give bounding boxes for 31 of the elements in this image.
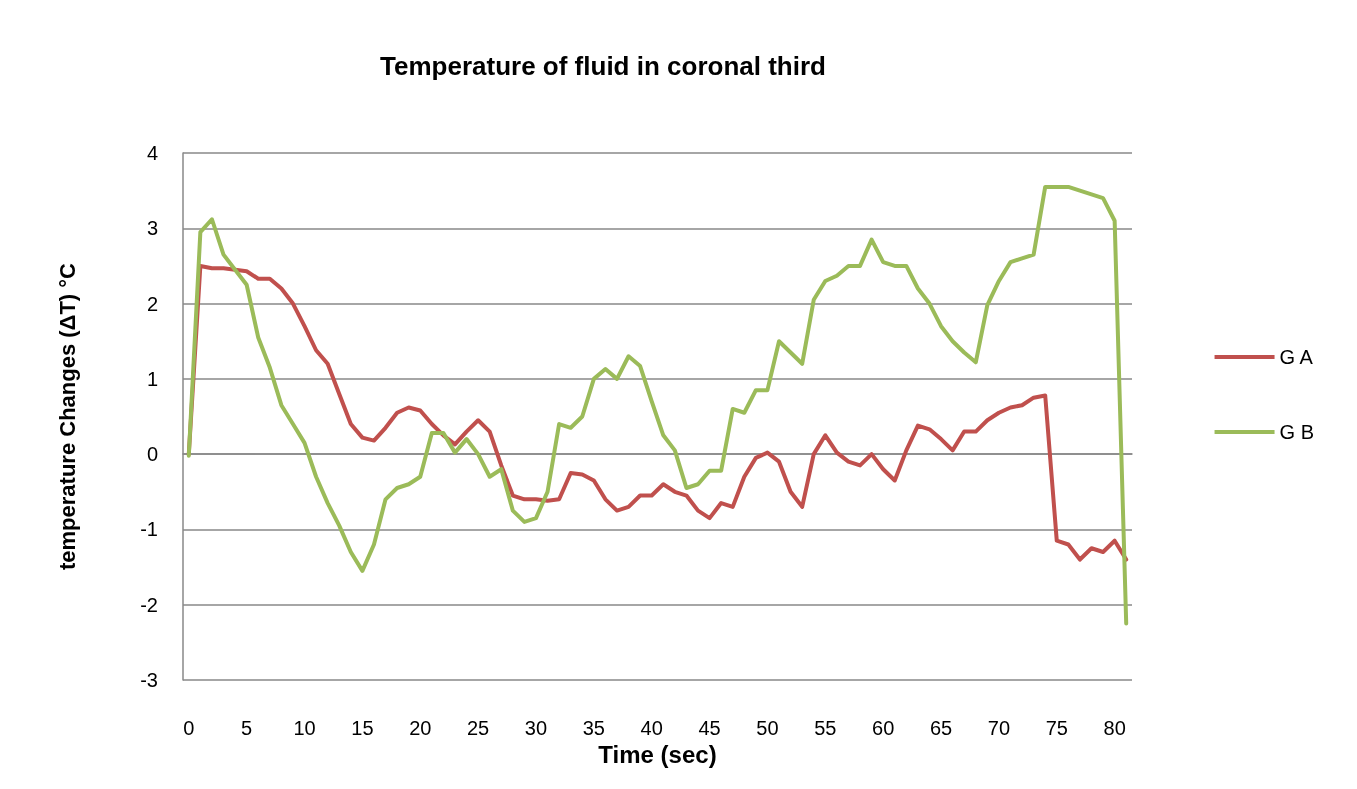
x-tick-label: 50 bbox=[756, 717, 779, 739]
legend-label: G A bbox=[1279, 346, 1314, 368]
x-tick-label: 70 bbox=[987, 717, 1011, 739]
x-tick-label: 75 bbox=[1045, 717, 1068, 739]
y-tick-label: 3 bbox=[146, 217, 158, 240]
y-tick-label: -2 bbox=[140, 593, 158, 616]
y-tick-label: 1 bbox=[146, 367, 158, 390]
y-axis-title: temperature Changes (ΔT) °C bbox=[54, 262, 80, 570]
x-tick-label: 0 bbox=[183, 717, 195, 739]
y-tick-label: -1 bbox=[140, 518, 158, 541]
y-tick-label: -3 bbox=[140, 669, 158, 691]
x-axis-title: Time (sec) bbox=[598, 741, 717, 769]
x-tick-label: 25 bbox=[466, 717, 490, 739]
x-tick-label: 35 bbox=[582, 717, 605, 739]
x-tick-label: 65 bbox=[929, 717, 953, 739]
x-tick-label: 40 bbox=[640, 717, 663, 739]
x-tick-label: 80 bbox=[1103, 717, 1126, 739]
x-tick-label: 55 bbox=[814, 717, 837, 739]
y-tick-label: 4 bbox=[146, 142, 158, 164]
x-tick-label: 30 bbox=[524, 717, 548, 739]
chart-title: Temperature of fluid in coronal third bbox=[380, 51, 826, 81]
x-tick-label: 20 bbox=[409, 717, 432, 739]
legend-label: G B bbox=[1279, 421, 1314, 443]
y-tick-label: 0 bbox=[146, 443, 158, 466]
x-tick-label: 60 bbox=[872, 717, 895, 739]
x-tick-label: 10 bbox=[293, 717, 316, 739]
x-tick-label: 45 bbox=[698, 717, 721, 739]
y-tick-label: 2 bbox=[146, 292, 158, 315]
x-tick-label: 5 bbox=[241, 717, 253, 739]
line-series bbox=[186, 184, 1129, 626]
x-tick-label: 15 bbox=[351, 717, 374, 739]
